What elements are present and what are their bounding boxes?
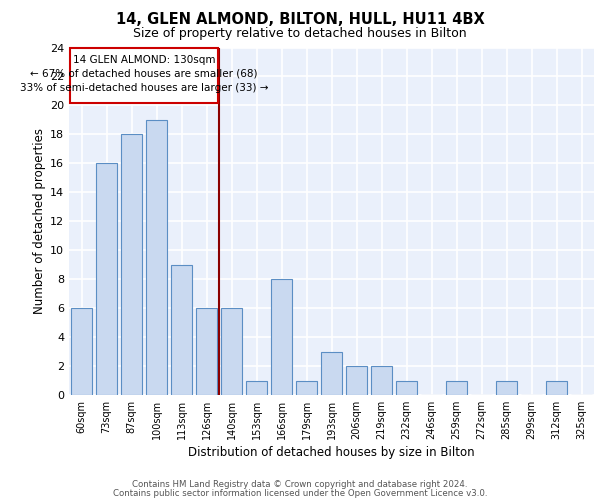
X-axis label: Distribution of detached houses by size in Bilton: Distribution of detached houses by size … <box>188 446 475 460</box>
Text: Size of property relative to detached houses in Bilton: Size of property relative to detached ho… <box>133 28 467 40</box>
Bar <box>371 366 392 395</box>
Text: 33% of semi-detached houses are larger (33) →: 33% of semi-detached houses are larger (… <box>20 83 268 93</box>
Bar <box>496 380 517 395</box>
FancyBboxPatch shape <box>70 48 218 102</box>
Bar <box>346 366 367 395</box>
Bar <box>196 308 217 395</box>
Bar <box>446 380 467 395</box>
Text: Contains public sector information licensed under the Open Government Licence v3: Contains public sector information licen… <box>113 488 487 498</box>
Bar <box>146 120 167 395</box>
Bar <box>246 380 267 395</box>
Bar <box>96 164 117 395</box>
Bar <box>396 380 417 395</box>
Bar <box>221 308 242 395</box>
Bar <box>271 279 292 395</box>
Bar <box>296 380 317 395</box>
Text: 14 GLEN ALMOND: 130sqm: 14 GLEN ALMOND: 130sqm <box>73 54 215 64</box>
Text: 14, GLEN ALMOND, BILTON, HULL, HU11 4BX: 14, GLEN ALMOND, BILTON, HULL, HU11 4BX <box>116 12 484 28</box>
Text: ← 67% of detached houses are smaller (68): ← 67% of detached houses are smaller (68… <box>30 68 258 78</box>
Bar <box>71 308 92 395</box>
Bar <box>121 134 142 395</box>
Bar <box>546 380 567 395</box>
Bar <box>321 352 342 395</box>
Bar <box>171 264 192 395</box>
Text: Contains HM Land Registry data © Crown copyright and database right 2024.: Contains HM Land Registry data © Crown c… <box>132 480 468 489</box>
Y-axis label: Number of detached properties: Number of detached properties <box>33 128 46 314</box>
